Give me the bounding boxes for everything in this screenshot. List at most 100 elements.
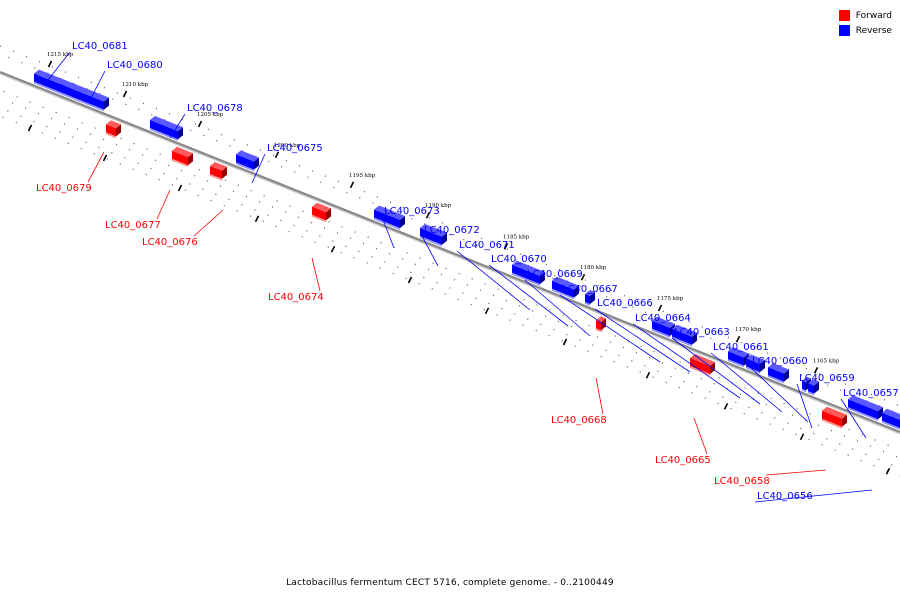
gene-top-face bbox=[552, 276, 579, 290]
gene-leader-line bbox=[421, 235, 439, 267]
scale-tick bbox=[197, 120, 203, 128]
gene-top-face bbox=[312, 202, 331, 213]
gene-shadow bbox=[881, 421, 900, 430]
gene-side-face bbox=[590, 292, 595, 304]
gene-lc40-0656 bbox=[882, 412, 900, 428]
scale-tick-label: 1195 kbp bbox=[349, 173, 376, 179]
legend-item-reverse: Reverse bbox=[838, 23, 892, 38]
gene-leader-line bbox=[311, 257, 321, 292]
backbone-shadow bbox=[0, 72, 900, 435]
gene-side-face bbox=[104, 97, 109, 110]
gene-lc40-0657 bbox=[848, 399, 878, 420]
scale-tick-label: 1210 kbp bbox=[122, 82, 149, 88]
gene-label: LC40_0680 bbox=[107, 60, 163, 71]
scale-tick-label: 1165 kbp bbox=[813, 358, 840, 364]
gene-top-face bbox=[210, 162, 227, 171]
gene-shadow bbox=[171, 159, 189, 167]
gene-lc40-0678 bbox=[150, 120, 178, 140]
gene-leader-line bbox=[87, 151, 105, 183]
gene-shadow bbox=[801, 389, 807, 393]
scale-tick-label: 1200 kbp bbox=[274, 143, 301, 149]
gene-label: LC40_0681 bbox=[72, 41, 128, 52]
gene-leader-line bbox=[749, 366, 809, 423]
gene-top-face bbox=[690, 354, 715, 366]
gene-shadow bbox=[235, 162, 255, 172]
gene-shadow bbox=[59, 92, 105, 112]
gene-side-face bbox=[692, 332, 697, 345]
scale-tick bbox=[349, 181, 355, 189]
gene-lc40-0675 bbox=[236, 154, 254, 170]
gene-label: LC40_0673 bbox=[384, 206, 440, 217]
gene-lc40-0671 bbox=[512, 264, 540, 284]
gene-leader-line bbox=[524, 279, 591, 337]
gene-top-face bbox=[236, 150, 259, 162]
gene-leader-line bbox=[169, 113, 186, 139]
gene-shadow bbox=[671, 337, 693, 347]
gene-leader-line bbox=[456, 250, 531, 311]
gene-label: LC40_0667 bbox=[562, 284, 618, 295]
scale-tick bbox=[122, 90, 128, 98]
gene-top-face bbox=[585, 290, 595, 296]
gene-top-face bbox=[60, 80, 109, 102]
gene-top-face bbox=[802, 376, 811, 383]
gene-label: LC40_0659 bbox=[799, 373, 855, 384]
gene-leader-line bbox=[193, 209, 224, 237]
gene-label: LC40_0678 bbox=[187, 103, 243, 114]
scale-tick bbox=[254, 215, 260, 223]
gene-label: LC40_0671 bbox=[459, 240, 515, 251]
gene-leader-line bbox=[840, 398, 867, 439]
gene-label: LC40_0665 bbox=[655, 455, 711, 466]
gene-top-face bbox=[848, 395, 883, 412]
guide-track bbox=[0, 53, 900, 415]
gene-label: LC40_0675 bbox=[267, 143, 323, 154]
gene-lc40-0665 bbox=[690, 358, 710, 374]
gene-top-face bbox=[808, 379, 819, 386]
scale-tick bbox=[102, 154, 108, 162]
gene-shadow bbox=[373, 217, 401, 230]
scale-tick bbox=[330, 245, 336, 253]
gene-lc40-0680 bbox=[60, 84, 104, 110]
gene-lc40-0660 bbox=[802, 380, 806, 391]
gene-leader-line bbox=[671, 337, 761, 405]
gene-side-face bbox=[326, 208, 331, 221]
gene-shadow bbox=[511, 273, 541, 286]
gene-label: LC40_0666 bbox=[597, 298, 653, 309]
scale-tick bbox=[484, 307, 490, 315]
gene-shadow bbox=[311, 215, 327, 223]
gene-top-face bbox=[728, 347, 749, 358]
scale-tick-label: 1205 kbp bbox=[197, 112, 224, 118]
gene-shadow bbox=[847, 407, 879, 421]
gene-leader-line bbox=[559, 294, 661, 363]
gene-side-face bbox=[188, 153, 193, 166]
gene-top-face bbox=[882, 408, 900, 420]
gene-shadow bbox=[767, 375, 785, 384]
forward-swatch bbox=[838, 10, 850, 21]
reverse-swatch bbox=[838, 25, 850, 36]
scale-tick-label: 1170 kbp bbox=[735, 327, 762, 333]
legend: Forward Reverse bbox=[838, 8, 892, 38]
gene-top-face bbox=[768, 363, 789, 374]
gene-side-face bbox=[574, 285, 579, 298]
scale-tick bbox=[407, 276, 413, 284]
legend-label-reverse: Reverse bbox=[855, 25, 892, 36]
gene-top-face bbox=[420, 224, 447, 237]
gene-shadow bbox=[689, 366, 711, 376]
gene-label: LC40_0677 bbox=[105, 220, 161, 231]
gene-label: LC40_0661 bbox=[713, 342, 769, 353]
scale-tick-label: 1190 kbp bbox=[425, 203, 452, 209]
scale-tick bbox=[799, 433, 805, 441]
gene-label: LC40_0664 bbox=[635, 313, 691, 324]
map-caption: Lactobacillus fermentum CECT 5716, compl… bbox=[286, 578, 614, 588]
backbone-line bbox=[0, 70, 900, 434]
gene-side-face bbox=[878, 407, 883, 420]
gene-lc40-0666 bbox=[672, 328, 692, 345]
gene-shadow bbox=[209, 174, 223, 181]
gene-label: LC40_0669 bbox=[527, 269, 583, 280]
gene-shadow bbox=[595, 328, 602, 333]
scale-tick bbox=[723, 403, 729, 410]
gene-lc40-0672 bbox=[420, 228, 442, 245]
gene-side-face bbox=[540, 272, 545, 284]
gene-side-face bbox=[814, 381, 819, 394]
guide-track bbox=[0, 89, 900, 451]
